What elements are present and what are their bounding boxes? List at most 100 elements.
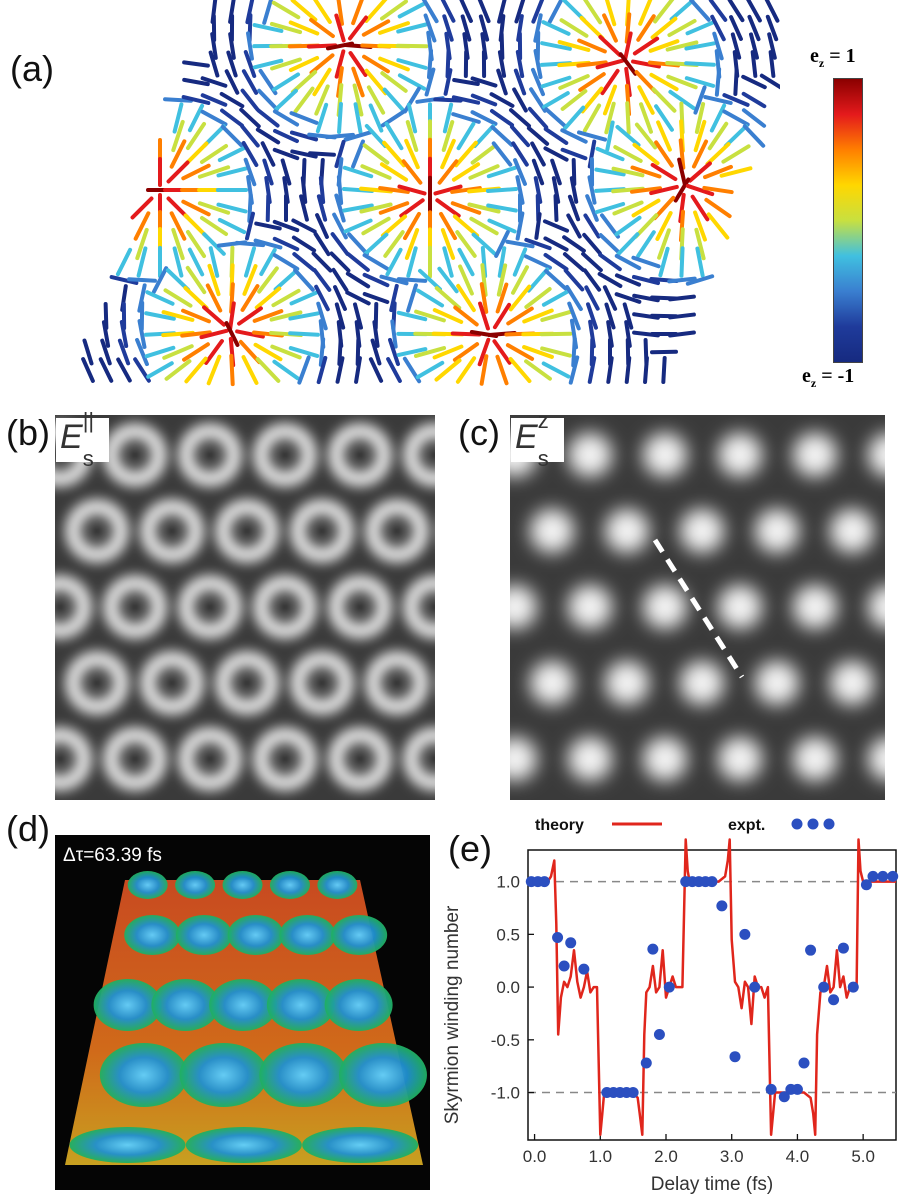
field-blob — [793, 737, 837, 781]
spin-arrow — [655, 211, 673, 241]
spin-arrow — [730, 32, 742, 60]
spin-arrow — [224, 321, 240, 347]
expt-data-point — [749, 981, 761, 993]
spin-arrow — [693, 210, 707, 242]
field-bump — [269, 871, 310, 899]
spin-arrow — [742, 124, 766, 148]
spin-arrow — [290, 149, 318, 159]
expt-data-point — [640, 1057, 652, 1069]
expt-data-point — [663, 981, 675, 993]
spin-arrow — [200, 109, 228, 127]
spin-arrow — [543, 127, 569, 145]
spin-arrow — [451, 162, 481, 182]
spin-arrow — [252, 23, 284, 33]
spin-arrow — [602, 13, 618, 43]
field-ring — [290, 651, 354, 715]
spin-arrow — [524, 254, 552, 270]
spin-arrow — [453, 305, 479, 327]
spin-arrow — [544, 269, 568, 291]
spin-arrow — [135, 337, 149, 367]
line-cut — [652, 538, 745, 679]
spin-arrow — [566, 213, 582, 239]
spin-arrow — [569, 176, 579, 204]
spin-arrow — [559, 18, 589, 38]
spin-arrow — [185, 121, 207, 151]
spin-arrow — [533, 48, 543, 80]
spin-arrow — [335, 356, 345, 384]
spin-arrow — [631, 274, 661, 286]
spin-arrow — [452, 78, 480, 86]
y-tick-label: 0.5 — [496, 925, 520, 944]
expt-data-point — [798, 1057, 810, 1069]
spin-arrow — [299, 194, 309, 222]
spin-arrow — [316, 355, 328, 385]
spin-arrow — [694, 102, 706, 134]
spin-arrow — [315, 213, 329, 239]
spin-arrow — [163, 97, 193, 103]
spin-arrow — [181, 308, 211, 324]
spin-arrow — [270, 57, 302, 71]
spin-arrow — [414, 309, 446, 323]
spin-arrow — [636, 14, 656, 42]
spin-arrow — [589, 337, 595, 367]
spin-arrow — [293, 86, 315, 114]
spin-arrow — [245, 0, 255, 25]
expt-data-point — [558, 960, 570, 972]
spin-arrow — [239, 107, 261, 129]
spin-arrow — [437, 159, 459, 185]
spin-arrow — [351, 66, 365, 98]
expt-data-point — [828, 994, 840, 1006]
spin-arrow — [115, 247, 133, 277]
expt-data-point — [706, 876, 718, 888]
field-blob — [605, 509, 649, 553]
spin-arrow — [334, 49, 346, 79]
spin-arrow — [581, 251, 603, 273]
spin-arrow — [345, 271, 371, 289]
spin-arrow — [181, 199, 211, 217]
spin-arrow — [255, 127, 281, 145]
spin-arrow — [565, 284, 583, 312]
expt-data-point — [778, 1091, 790, 1103]
y-tick-label: 1.0 — [496, 873, 520, 892]
spin-arrow — [613, 145, 643, 163]
spin-arrow — [171, 119, 185, 153]
spin-arrow — [597, 271, 623, 289]
field-bump — [127, 871, 168, 899]
spin-arrow — [200, 76, 228, 88]
spin-arrow — [247, 193, 253, 223]
panel-label-b: (b) — [6, 412, 50, 453]
spin-arrow — [702, 185, 734, 195]
spin-arrow — [708, 0, 728, 22]
spin-arrow — [406, 246, 418, 278]
spin-arrow — [714, 67, 722, 97]
spin-arrow — [469, 216, 499, 236]
spin-arrow — [522, 345, 554, 359]
field-blob — [755, 661, 799, 705]
spin-arrow — [332, 212, 348, 240]
spin-arrow — [567, 194, 581, 222]
spin-arrow — [402, 211, 422, 241]
spin-arrow — [130, 196, 154, 220]
spin-arrow — [543, 236, 569, 252]
spin-arrow — [242, 264, 258, 296]
spin-arrow — [368, 357, 384, 383]
spin-arrow — [274, 88, 298, 112]
spin-arrow — [208, 50, 220, 78]
spin-arrow — [418, 268, 442, 292]
spin-arrow — [386, 357, 402, 383]
spin-arrow — [442, 102, 454, 134]
spin-arrow — [440, 0, 456, 23]
spin-arrow — [643, 356, 649, 384]
spin-arrow — [721, 144, 751, 164]
spin-arrow — [272, 359, 300, 381]
spin-arrow — [396, 277, 428, 283]
spin-arrow — [667, 18, 697, 38]
spin-arrow — [513, 68, 527, 96]
spin-arrow — [637, 85, 655, 115]
spin-arrow — [234, 240, 266, 248]
spin-arrow — [571, 336, 577, 368]
spin-arrow — [629, 186, 663, 194]
spin-arrow — [259, 247, 277, 277]
spin-arrow — [216, 166, 248, 178]
